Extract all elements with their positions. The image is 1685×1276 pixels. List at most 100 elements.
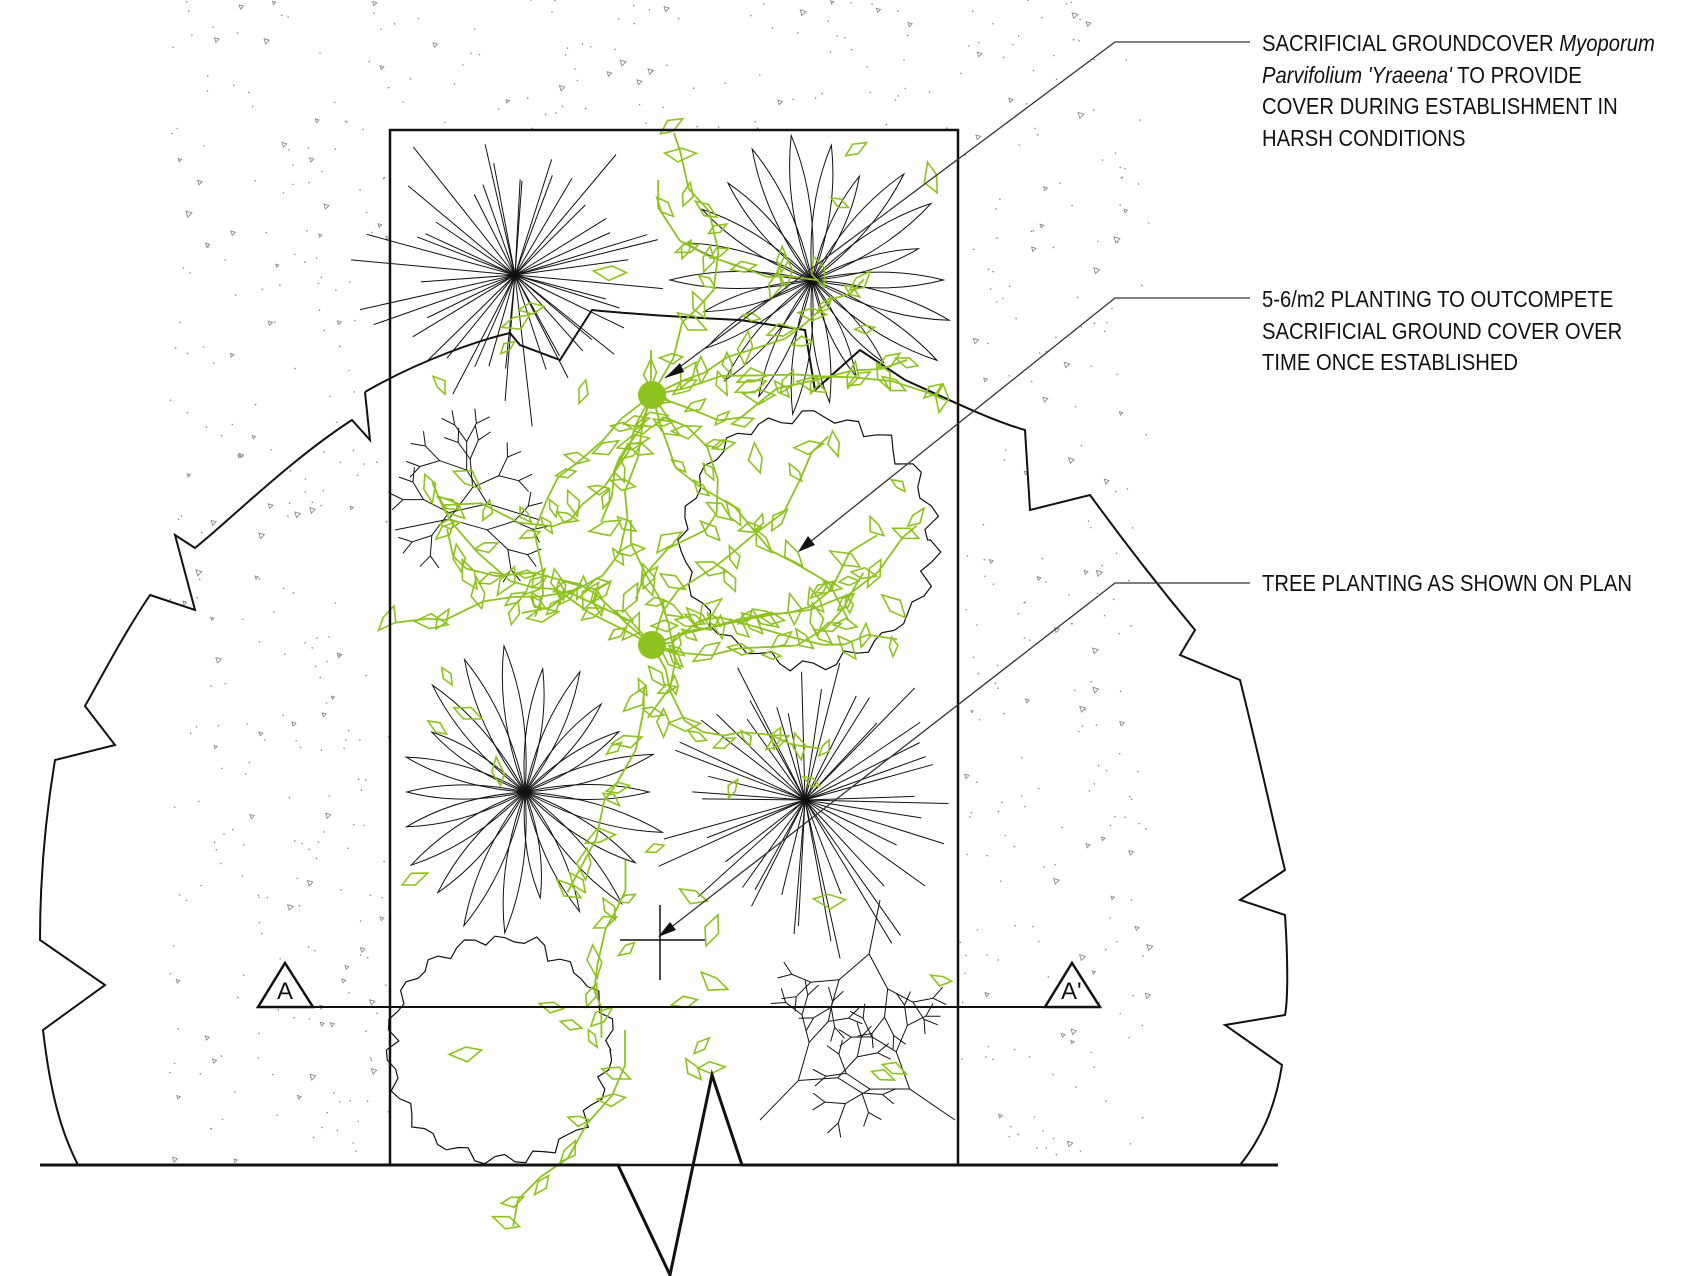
speckle-dot xyxy=(200,531,203,534)
speckle-dot xyxy=(1126,488,1129,490)
groundcover-leaf xyxy=(586,484,611,496)
leaf-stroke xyxy=(804,721,921,801)
rosette-leaf xyxy=(404,756,526,793)
branch-stroke xyxy=(419,460,440,467)
speckle-triangle xyxy=(799,9,807,17)
note-groundcover-line4: HARSH CONDITIONS xyxy=(1262,124,1466,151)
speckle-dot xyxy=(276,1114,278,1116)
speckle-dot xyxy=(203,145,205,147)
groundcover-leaf xyxy=(725,642,756,656)
rosette-leaf xyxy=(811,172,906,281)
leaf-stroke xyxy=(407,185,516,276)
rosette-leaf xyxy=(751,147,813,281)
speckle-dot xyxy=(1055,78,1058,81)
speckle-triangle xyxy=(210,519,218,527)
groundcover-leaf xyxy=(844,593,855,616)
speckle-dot xyxy=(234,294,237,296)
groundcover-leaf xyxy=(822,580,844,593)
branch-stroke xyxy=(884,988,889,1018)
speckle-triangle xyxy=(371,0,378,7)
speckle-triangle xyxy=(1043,186,1049,192)
speckle-dot xyxy=(462,64,464,66)
groundcover-leaf xyxy=(845,371,872,387)
branch-stroke xyxy=(780,988,787,1003)
speckle-dot xyxy=(307,147,310,149)
branch-stroke xyxy=(507,549,512,570)
groundcover-leaf xyxy=(607,626,628,641)
speckle-triangle xyxy=(249,813,255,820)
speckle-dot xyxy=(339,461,342,464)
groundcover-runner xyxy=(844,633,869,646)
speckle-dot xyxy=(1054,863,1056,866)
groundcover-leaf xyxy=(525,607,561,624)
speckle-dot xyxy=(282,587,285,590)
groundcover-runner xyxy=(667,529,706,550)
speckle-dot xyxy=(169,399,172,401)
speckle-triangle xyxy=(329,1022,336,1028)
groundcover-leaf xyxy=(682,613,707,626)
speckle-dot xyxy=(996,664,999,667)
groundcover-runner xyxy=(477,552,511,582)
speckle-dot xyxy=(212,26,214,29)
leaf-stroke xyxy=(751,799,806,907)
groundcover-runner xyxy=(747,337,786,352)
speckle-dot xyxy=(383,176,386,179)
groundcover-runner xyxy=(675,466,702,489)
speckle-dot xyxy=(186,352,189,355)
groundcover-runner xyxy=(831,293,851,301)
speckle-dot xyxy=(210,1128,212,1130)
speckle-dot xyxy=(251,105,254,108)
speckle-dot xyxy=(1080,444,1083,447)
groundcover-leaf xyxy=(755,527,774,555)
groundcover-runner xyxy=(686,425,708,448)
speckle-dot xyxy=(984,1056,987,1058)
speckle-dot xyxy=(298,904,301,907)
branch-stroke xyxy=(848,1017,863,1025)
groundcover-leaf xyxy=(729,618,751,639)
speckle-dot xyxy=(997,959,999,961)
speckle-triangle xyxy=(182,600,188,606)
branch-stroke xyxy=(884,1016,895,1036)
branch-stroke xyxy=(528,502,543,507)
branch-stroke xyxy=(770,1001,786,1005)
speckle-dot xyxy=(1030,380,1033,383)
speckle-dot xyxy=(894,98,897,101)
speckle-dot xyxy=(1139,119,1141,121)
groundcover-leaf xyxy=(558,1019,584,1031)
groundcover-runner xyxy=(700,486,736,508)
speckle-dot xyxy=(402,101,404,103)
groundcover-runner xyxy=(901,525,918,539)
speckle-dot xyxy=(1061,826,1064,829)
groundcover-leaf xyxy=(810,254,826,290)
branch-stroke xyxy=(868,953,889,990)
speckle-dot xyxy=(977,672,980,675)
speckle-dot xyxy=(169,1071,171,1074)
speckle-dot xyxy=(328,795,331,797)
groundcover-runner xyxy=(687,626,711,632)
branch-stroke xyxy=(474,408,477,424)
groundcover-leaf xyxy=(655,706,671,740)
groundcover-leaf xyxy=(657,352,685,365)
branch-stroke xyxy=(856,1036,862,1057)
speckle-triangle xyxy=(1008,97,1014,104)
speckle-dot xyxy=(186,411,189,414)
speckle-dot xyxy=(293,253,296,256)
speckle-dot xyxy=(371,231,373,234)
groundcover-leaf xyxy=(400,872,430,886)
groundcover-leaf xyxy=(869,1068,897,1081)
speckle-triangle xyxy=(349,505,355,511)
speckle-dot xyxy=(242,618,244,621)
speckle-dot xyxy=(1078,39,1080,42)
groundcover-leaf xyxy=(928,974,954,987)
branch-stroke xyxy=(469,439,479,460)
speckle-dot xyxy=(829,51,832,53)
branch-stroke xyxy=(812,1068,827,1077)
speckle-dot xyxy=(1018,144,1021,146)
branch-stroke xyxy=(923,1019,926,1035)
rosette-leaf xyxy=(524,669,581,793)
speckle-dot xyxy=(614,48,616,51)
speckle-dot xyxy=(970,710,973,712)
groundcover-runner xyxy=(615,890,627,911)
speckle-dot xyxy=(323,329,326,332)
speckle-triangle xyxy=(321,712,327,718)
